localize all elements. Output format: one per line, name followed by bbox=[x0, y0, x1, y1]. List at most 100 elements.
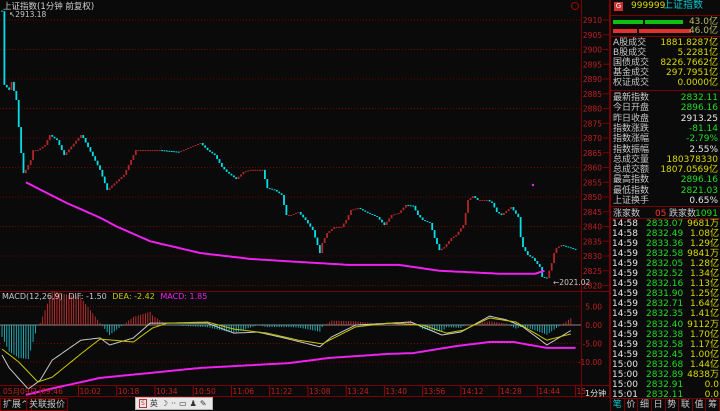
candle bbox=[44, 145, 46, 147]
candle bbox=[393, 214, 395, 216]
settings-circle-icon[interactable] bbox=[571, 2, 579, 10]
candle bbox=[220, 162, 223, 167]
time-axis-label: 14:28 bbox=[500, 387, 522, 396]
panel-tab[interactable]: 价 bbox=[625, 399, 639, 411]
candle bbox=[82, 135, 85, 138]
candle bbox=[182, 149, 185, 151]
candle bbox=[292, 214, 295, 216]
candle bbox=[118, 179, 121, 182]
tick-row: 15:00 2832.68 1.44亿 bbox=[612, 359, 719, 370]
candle bbox=[309, 223, 312, 227]
candle bbox=[471, 196, 474, 199]
panel-tab[interactable]: 筹 bbox=[706, 399, 720, 411]
stat-row: 最低指数 2821.03 bbox=[613, 185, 718, 196]
dea-line bbox=[1, 317, 571, 383]
price-axis-label: 2885 bbox=[583, 90, 602, 99]
candle bbox=[91, 151, 94, 157]
candle bbox=[519, 217, 522, 238]
candle bbox=[139, 150, 142, 152]
candle bbox=[84, 138, 87, 143]
user-icon[interactable]: ♟ bbox=[189, 399, 197, 408]
keyboard-icon[interactable]: ▭ bbox=[179, 399, 187, 408]
candle bbox=[256, 169, 259, 171]
candle bbox=[536, 261, 539, 264]
candle bbox=[400, 210, 403, 213]
moon-icon[interactable]: ☽ bbox=[160, 399, 168, 408]
tick-row: 15:00 2832.91 0.0 bbox=[612, 379, 719, 390]
candle bbox=[230, 173, 233, 176]
panel-tab[interactable]: 细 bbox=[638, 399, 652, 411]
intraday-chart[interactable]: 2910 2905 2900 2895 2890 2885 2880 2875 2870 2865… bbox=[0, 0, 610, 398]
price-axis-label: 2840 bbox=[583, 223, 602, 232]
panel-tab[interactable]: 势 bbox=[666, 399, 680, 411]
advancers-count: 05 bbox=[655, 209, 667, 219]
candle bbox=[364, 210, 367, 212]
candle bbox=[366, 211, 369, 213]
buy-power-bar bbox=[613, 20, 643, 24]
candle bbox=[242, 171, 245, 175]
ime-language-toggle[interactable]: 英 bbox=[149, 399, 158, 408]
candle bbox=[261, 169, 264, 171]
candle bbox=[151, 150, 154, 152]
candle bbox=[318, 245, 321, 254]
candle bbox=[488, 199, 491, 202]
candle bbox=[350, 209, 352, 215]
candle bbox=[278, 191, 281, 194]
candle bbox=[424, 220, 426, 222]
related-quotes-tab[interactable]: 关联报价 bbox=[26, 398, 69, 411]
time-axis-label: 10:50 bbox=[194, 387, 216, 396]
candle bbox=[137, 150, 140, 152]
punctuation-icon[interactable]: ·· bbox=[170, 399, 177, 408]
ime-toolbar[interactable]: S 英 ☽ ·· ▭ ♟ ✎ bbox=[135, 397, 213, 410]
candle bbox=[29, 160, 32, 165]
candle bbox=[443, 247, 446, 249]
candle bbox=[323, 238, 326, 244]
panel-tab[interactable]: 值 bbox=[693, 399, 707, 411]
candle bbox=[371, 213, 374, 215]
candle bbox=[144, 150, 147, 152]
candle bbox=[211, 151, 214, 154]
candle bbox=[25, 169, 27, 174]
candle bbox=[158, 150, 161, 152]
ime-logo-icon[interactable]: S bbox=[139, 399, 147, 408]
candle bbox=[1, 10, 3, 12]
candle bbox=[297, 212, 300, 214]
candle bbox=[271, 188, 273, 190]
candle bbox=[154, 150, 156, 152]
candle bbox=[381, 219, 383, 223]
candle bbox=[548, 270, 551, 279]
candle bbox=[79, 135, 82, 138]
tick-row: 14:59 2831.90 1.25亿 bbox=[612, 289, 719, 300]
period-label[interactable]: 1分钟 bbox=[585, 388, 606, 398]
candle bbox=[20, 127, 23, 154]
panel-tab[interactable]: 日 bbox=[652, 399, 666, 411]
candle bbox=[254, 169, 257, 171]
panel-tab[interactable]: 联 bbox=[679, 399, 693, 411]
panel-tab[interactable]: 笔 bbox=[611, 399, 625, 411]
candle bbox=[414, 205, 417, 211]
candle bbox=[58, 140, 61, 146]
candle bbox=[505, 211, 508, 214]
candle bbox=[373, 214, 376, 217]
candle bbox=[314, 230, 316, 238]
candle bbox=[41, 146, 44, 149]
candle bbox=[307, 220, 309, 224]
candle bbox=[70, 146, 73, 150]
price-axis-label: 2880 bbox=[583, 105, 602, 114]
candle bbox=[474, 196, 477, 199]
price-axis-label: 2870 bbox=[583, 134, 602, 143]
stat-row: 指数涨跌 -81.14 bbox=[613, 123, 718, 134]
candle bbox=[146, 150, 149, 152]
candle bbox=[199, 143, 202, 145]
average-price-line bbox=[25, 181, 545, 275]
candle bbox=[555, 248, 558, 254]
candle bbox=[285, 204, 288, 215]
macd-line bbox=[25, 341, 576, 396]
stat-row: 最新指数 2832.11 bbox=[613, 93, 718, 103]
candle bbox=[333, 227, 336, 230]
candle bbox=[421, 217, 424, 221]
candle bbox=[295, 213, 297, 215]
candle bbox=[216, 155, 218, 160]
candle bbox=[450, 238, 453, 242]
wrench-icon[interactable]: ✎ bbox=[199, 399, 207, 408]
